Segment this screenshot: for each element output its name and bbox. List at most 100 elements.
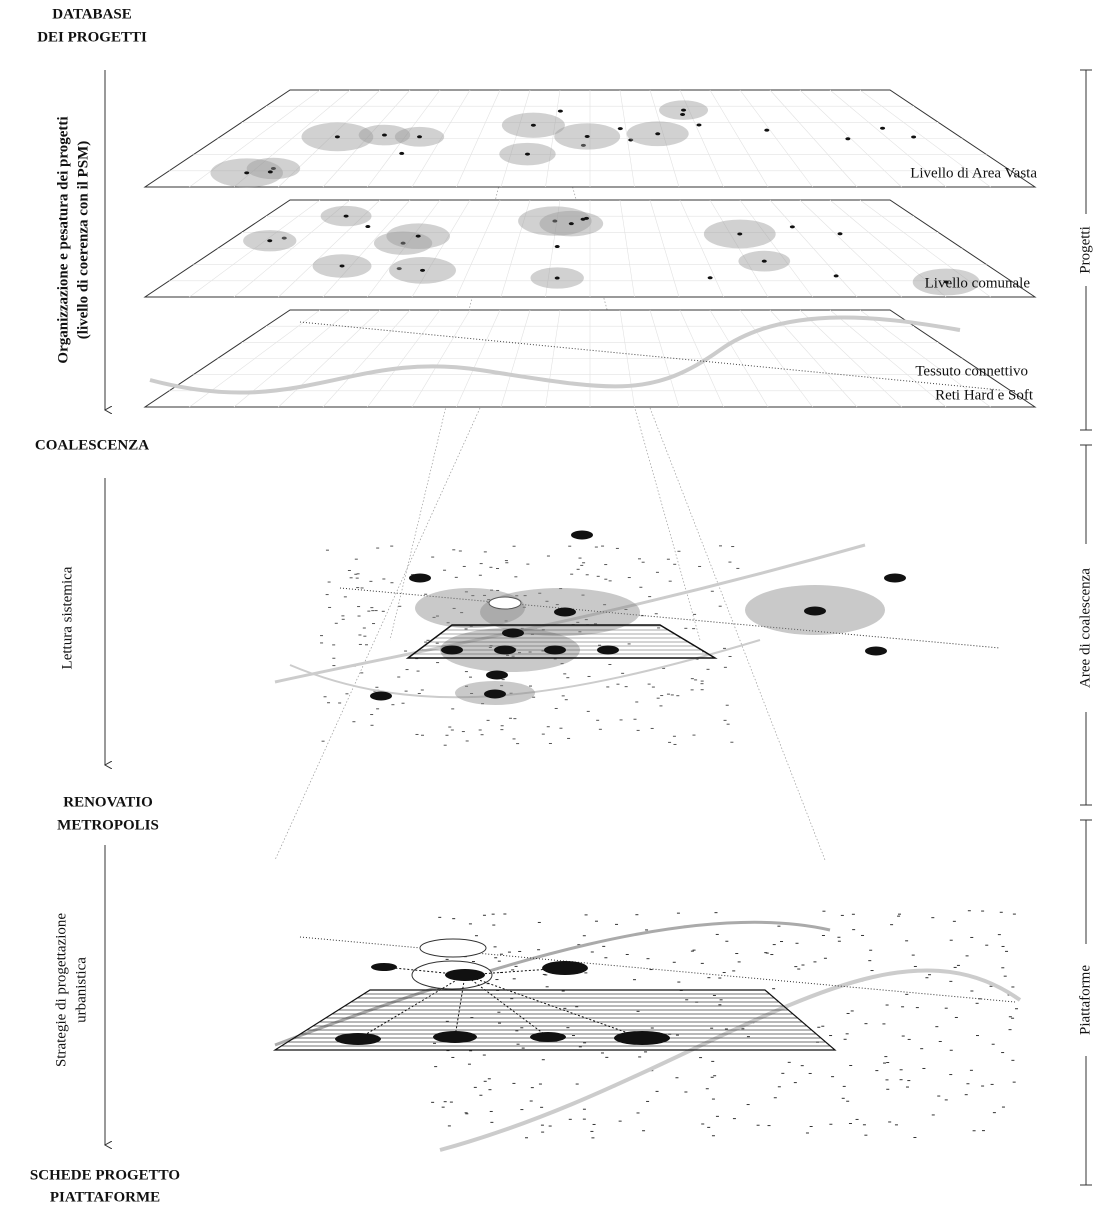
fabric (777, 925, 781, 927)
fabric (913, 965, 917, 967)
fabric (518, 950, 522, 952)
fabric (673, 563, 677, 565)
fabric (464, 591, 468, 593)
fabric (398, 605, 402, 607)
project-point (502, 628, 524, 638)
fabric (420, 689, 424, 691)
fabric (415, 733, 419, 735)
layer-label: Livello comunale (925, 275, 1031, 291)
fabric (662, 667, 666, 669)
fabric (659, 705, 663, 707)
fabric (464, 1112, 468, 1114)
fabric (718, 605, 722, 607)
fabric (787, 1061, 791, 1063)
fabric (1001, 1052, 1005, 1054)
project-point (399, 151, 405, 155)
link (464, 974, 549, 1038)
project-point (571, 530, 593, 540)
fabric (899, 1069, 903, 1071)
fabric (975, 1035, 979, 1037)
fabric (604, 564, 608, 566)
platform (272, 989, 837, 1051)
fabric (404, 690, 408, 692)
fabric (545, 600, 549, 602)
fabric (823, 957, 827, 959)
fabric (905, 940, 909, 942)
fabric (523, 595, 527, 597)
fabric (735, 953, 739, 955)
fabric (886, 1062, 890, 1064)
fabric (566, 677, 570, 679)
fabric (465, 685, 469, 687)
fabric (600, 1052, 604, 1054)
fabric (991, 1043, 995, 1045)
project-point (865, 646, 887, 656)
project-point (415, 234, 421, 238)
fabric (504, 560, 508, 562)
fabric (666, 693, 670, 695)
fabric (564, 699, 568, 701)
fabric (321, 740, 325, 742)
project-point (339, 264, 345, 268)
fabric (483, 1080, 487, 1082)
fabric (885, 1079, 889, 1081)
fabric (581, 594, 585, 596)
fabric (376, 708, 380, 710)
fabric (586, 710, 590, 712)
fabric (692, 734, 696, 736)
project-point (804, 606, 826, 616)
fabric (601, 545, 605, 547)
fabric (391, 704, 395, 706)
fabric (642, 1130, 646, 1132)
fabric (327, 581, 331, 583)
fabric (452, 549, 456, 551)
fabric (615, 923, 619, 925)
fabric (668, 741, 672, 743)
fabric (582, 1108, 586, 1110)
fabric (627, 577, 631, 579)
fabric (864, 1134, 868, 1136)
fabric (494, 957, 498, 959)
fabric (821, 1025, 825, 1027)
fabric (985, 944, 989, 946)
fabric (451, 1056, 455, 1058)
fabric (875, 1070, 879, 1072)
project-point (270, 166, 276, 170)
fabric (327, 702, 331, 704)
fabric (1003, 975, 1007, 977)
fabric (672, 961, 676, 963)
fabric (705, 1088, 709, 1090)
hub (419, 938, 487, 958)
fabric (486, 601, 490, 603)
project-point (845, 137, 851, 141)
fabric (954, 1016, 958, 1018)
fabric (882, 1023, 886, 1025)
step-label: Lettura sistemica (59, 566, 75, 669)
fabric (345, 693, 349, 695)
fabric (635, 701, 639, 703)
fabric (582, 935, 586, 937)
fabric (855, 1118, 859, 1120)
fabric (576, 568, 580, 570)
fabric (447, 1125, 451, 1127)
fabric (544, 974, 548, 976)
fabric (888, 1121, 892, 1123)
fabric (907, 1080, 911, 1082)
fabric (953, 966, 957, 968)
project-point (420, 268, 426, 272)
fabric (347, 569, 351, 571)
fabric (692, 628, 696, 630)
fabric (576, 621, 580, 623)
fabric (935, 1026, 939, 1028)
fabric (651, 686, 655, 688)
fabric (907, 1038, 911, 1040)
step-label: Strategie di progettazione (53, 913, 69, 1067)
fabric (376, 547, 380, 549)
stage-title: RENOVATIO (63, 794, 152, 810)
project-point (334, 135, 340, 139)
section-label: Piattaforme (1077, 965, 1093, 1035)
project-point (764, 128, 770, 132)
project-point (486, 670, 508, 680)
project-point (381, 133, 387, 137)
fabric (964, 1094, 968, 1096)
